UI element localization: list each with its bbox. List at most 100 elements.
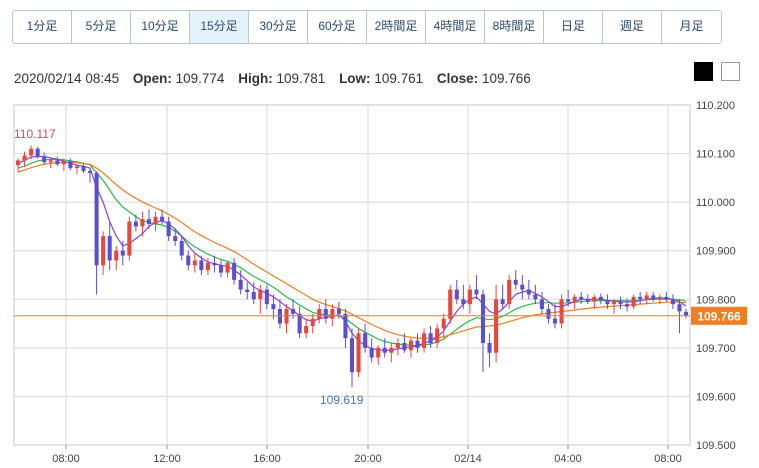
candle-body	[317, 309, 322, 319]
candle-body	[526, 289, 531, 295]
tab-11[interactable]: 週足	[603, 11, 662, 43]
x-tick-label: 08:00	[52, 453, 80, 465]
candle-body	[173, 236, 178, 241]
y-tick-label: 110.100	[696, 149, 735, 161]
high-annotation: 110.117	[14, 127, 56, 141]
tab-3[interactable]: 10分足	[131, 11, 190, 43]
candle-body	[461, 299, 466, 305]
candle-body	[579, 296, 584, 300]
candle-body	[539, 299, 544, 309]
candle-body	[598, 296, 603, 301]
candle-body	[507, 279, 512, 305]
candle-body	[297, 313, 302, 334]
candle-body	[336, 309, 341, 314]
tab-7[interactable]: 2時間足	[367, 11, 426, 43]
candle-body	[81, 166, 86, 172]
high-label: High:	[238, 71, 273, 86]
light-theme-button[interactable]	[721, 62, 740, 81]
candle-body	[664, 296, 669, 300]
candle-body	[160, 216, 165, 222]
current-price-badge	[691, 306, 747, 325]
candle-body	[179, 241, 184, 256]
candle-body	[304, 326, 309, 334]
y-tick-label: 109.600	[696, 391, 736, 403]
candle-body	[480, 294, 486, 343]
candle-body	[559, 299, 564, 324]
candle-body	[212, 262, 217, 266]
candle-body	[88, 171, 93, 173]
candle-body	[638, 296, 643, 300]
candle-body	[343, 313, 348, 339]
candle-body	[225, 262, 230, 273]
candle-body	[61, 161, 66, 165]
candle-body	[22, 155, 27, 161]
candle-body	[389, 347, 394, 353]
low-annotation: 109.619	[320, 393, 364, 407]
candle-body	[186, 255, 191, 266]
candle-body	[435, 328, 440, 343]
candle-body	[218, 265, 224, 273]
candle-body	[467, 289, 472, 305]
x-tick-label: 16:00	[253, 453, 281, 465]
candle-body	[363, 333, 368, 348]
candle-body	[611, 301, 616, 305]
close-label: Close:	[436, 71, 479, 86]
candle-body	[107, 236, 112, 261]
candle-body	[74, 166, 79, 169]
tab-6[interactable]: 60分足	[308, 11, 367, 43]
ohlc-readout: 2020/02/14 08:45 Open: 109.774 High: 109…	[14, 71, 531, 86]
low-value: 109.761	[374, 71, 424, 86]
tab-2[interactable]: 5分足	[72, 11, 131, 43]
y-tick-label: 109.800	[696, 294, 736, 306]
open-label: Open:	[132, 71, 172, 86]
candle-body	[35, 148, 40, 157]
candle-body	[68, 161, 73, 169]
tab-9[interactable]: 8時間足	[485, 11, 544, 43]
x-tick-label: 20:00	[354, 453, 382, 465]
candle-body	[494, 299, 499, 353]
current-price-label: 109.766	[697, 309, 741, 323]
x-tick-label: 08:00	[654, 453, 682, 465]
candle-body	[657, 296, 662, 300]
y-tick-label: 110.000	[696, 197, 735, 209]
candle-body	[232, 262, 237, 280]
candle-body	[15, 160, 21, 166]
timeframe-tabs: 1分足 5分足 10分足 15分足 30分足 60分足 2時間足 4時間足 8時間足 日足 週足 月足	[12, 10, 722, 44]
candle-body	[127, 221, 132, 256]
ohlc-datetime: 2020/02/14 08:45	[14, 71, 120, 86]
candle-body	[251, 292, 256, 300]
candle-body	[572, 296, 577, 302]
tab-4[interactable]: 15分足	[190, 11, 249, 43]
candle-body	[94, 173, 99, 266]
candle-body	[133, 221, 138, 227]
tab-8[interactable]: 4時間足	[426, 11, 485, 43]
candle-body	[42, 156, 47, 163]
candle-body	[454, 289, 459, 300]
candle-body	[48, 160, 53, 163]
y-tick-label: 109.700	[696, 343, 736, 355]
candle-body	[356, 333, 361, 373]
high-value: 109.781	[276, 71, 326, 86]
candle-body	[422, 333, 427, 348]
tab-10[interactable]: 日足	[544, 11, 603, 43]
tab-5[interactable]: 30分足	[249, 11, 308, 43]
candle-body	[415, 340, 420, 348]
candle-body	[487, 343, 492, 353]
candle-body	[310, 318, 315, 326]
candle-body	[513, 279, 518, 285]
candle-body	[408, 340, 413, 351]
candle-body	[618, 301, 623, 305]
tab-1[interactable]: 1分足	[13, 11, 72, 43]
x-tick-label: 12:00	[153, 453, 181, 465]
y-tick-label: 110.200	[696, 100, 735, 112]
candle-body	[566, 299, 571, 302]
candle-body	[546, 309, 551, 319]
dark-theme-button[interactable]	[694, 62, 713, 81]
candle-body	[166, 221, 171, 237]
candle-body	[120, 250, 125, 256]
candle-body	[238, 279, 243, 290]
candle-body	[402, 343, 407, 351]
open-value: 109.774	[175, 71, 225, 86]
tab-12[interactable]: 月足	[662, 11, 721, 43]
